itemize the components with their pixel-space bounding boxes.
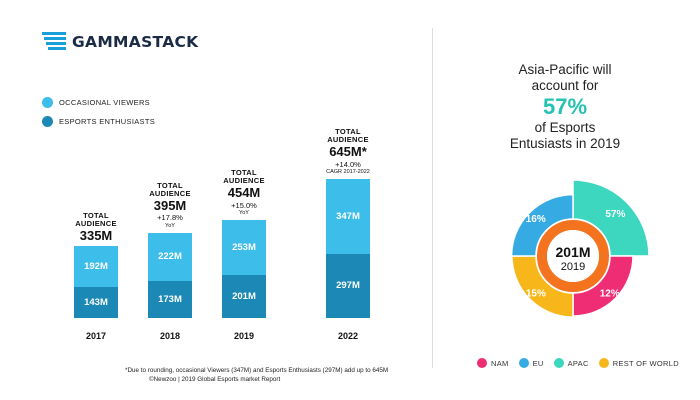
total-growth-note: YoY [165,223,175,230]
vertical-divider [432,28,433,368]
bar-segment-enthusiasts-2022: 297M [326,253,370,318]
region-legend-item-apac: APAC [553,358,589,368]
year-label-2017: 2017 [85,331,107,341]
total-value: 335M [79,228,113,244]
bar-segment-enthusiasts-2019: 201M [222,274,266,318]
total-growth-note: YoY [239,210,249,217]
legend-dot-enthusiasts [42,116,53,127]
region-legend-label-rest: REST OF WORLD [612,358,679,368]
year-label-2022: 2022 [337,331,359,341]
footnote: *Due to rounding, occasional Viewers (34… [125,367,388,384]
legend-item-occasional-viewers: OCCASIONAL VIEWERS [42,97,150,108]
gammastack-logo-icon [42,32,66,50]
brand-name: GAMMASTACK [72,33,199,51]
bar-segment-enthusiasts-2018: 173M [148,280,192,318]
headline-line-2: account for [531,78,599,94]
year-label-2018: 2018 [159,331,181,341]
donut-slice-label-eu: 16% [526,214,546,225]
donut-center-value: 201M [555,244,590,260]
bar-segment-occasional-2017: 192M [74,245,118,288]
donut-center-year: 2019 [561,261,585,273]
bar-segment-occasional-2022: 347M [326,179,370,254]
total-value: 645M* [329,143,367,159]
total-header: TOTAL AUDIENCE [327,127,369,145]
region-legend-dot-apac [553,358,564,368]
total-growth-note: CAGR 2017-2022 [326,169,370,176]
footnote-source: ©Newzoo | 2019 Global Esports market Rep… [149,375,281,383]
bar-segment-occasional-2019: 253M [222,220,266,275]
legend-label-occasional: OCCASIONAL VIEWERS [59,98,150,107]
bar-segment-occasional-2018: 222M [148,232,192,281]
region-legend-dot-eu [518,358,529,368]
total-value: 395M [153,197,187,213]
total-audience-label-2022: TOTAL AUDIENCE 645M* +14.0% CAGR 2017-2022 [311,128,385,176]
donut-slice-label-apac: 57% [605,209,625,220]
donut-slice-eu [510,193,574,257]
region-donut-chart: 57% 12% 15% 16% 201M 2019 [473,170,673,350]
region-legend-dot-rest [598,358,609,368]
total-growth: +14.0% [335,159,361,169]
total-audience-label-2019: TOTAL AUDIENCE 454M +15.0% YoY [207,169,281,217]
total-header: TOTAL AUDIENCE [75,211,117,229]
donut-slice-label-nam: 12% [600,288,620,299]
donut-slice-label-rest-of-world: 15% [526,289,546,300]
legend-label-enthusiasts: ESPORTS ENTHUSIASTS [59,117,155,126]
total-growth: +17.8% [157,213,183,223]
total-growth: +15.0% [231,200,257,210]
donut-center [547,230,599,282]
region-legend-item-nam: NAM [477,358,509,368]
headline-line-4: Entusiasts in 2019 [509,135,621,151]
total-header: TOTAL AUDIENCE [149,180,191,198]
total-audience-label-2017: TOTAL AUDIENCE 335M [59,212,133,242]
legend-item-esports-enthusiasts: ESPORTS ENTHUSIASTS [42,116,155,127]
region-legend-label-apac: APAC [567,358,589,368]
headline-line-1: Asia-Pacific will [518,62,612,77]
donut-center-ring [537,220,609,292]
region-legend-item-eu: EU [518,358,544,368]
year-label-2019: 2019 [233,331,255,341]
region-legend-item-rest: REST OF WORLD [598,358,679,368]
bar-segment-enthusiasts-2017: 143M [74,287,118,318]
total-value: 454M [227,184,261,200]
region-legend-label-eu: EU [532,358,544,368]
donut-slice-apac [572,179,650,257]
total-audience-label-2018: TOTAL AUDIENCE 395M +17.8% YoY [133,180,207,230]
region-legend: NAM EU APAC REST OF WORLD [477,358,689,368]
region-legend-dot-nam [477,358,487,368]
brand-logo: GAMMASTACK [42,30,198,54]
headline-percent: 57% [542,94,588,120]
total-header: TOTAL AUDIENCE [223,168,265,185]
headline-line-3: of Esports [534,119,596,135]
legend-dot-occasional [42,97,53,108]
footnote-rounding-note: *Due to rounding, occasional Viewers (34… [125,367,389,374]
region-legend-label-nam: NAM [491,358,509,368]
headline: Asia-Pacific will account for 57% of Esp… [470,62,660,152]
